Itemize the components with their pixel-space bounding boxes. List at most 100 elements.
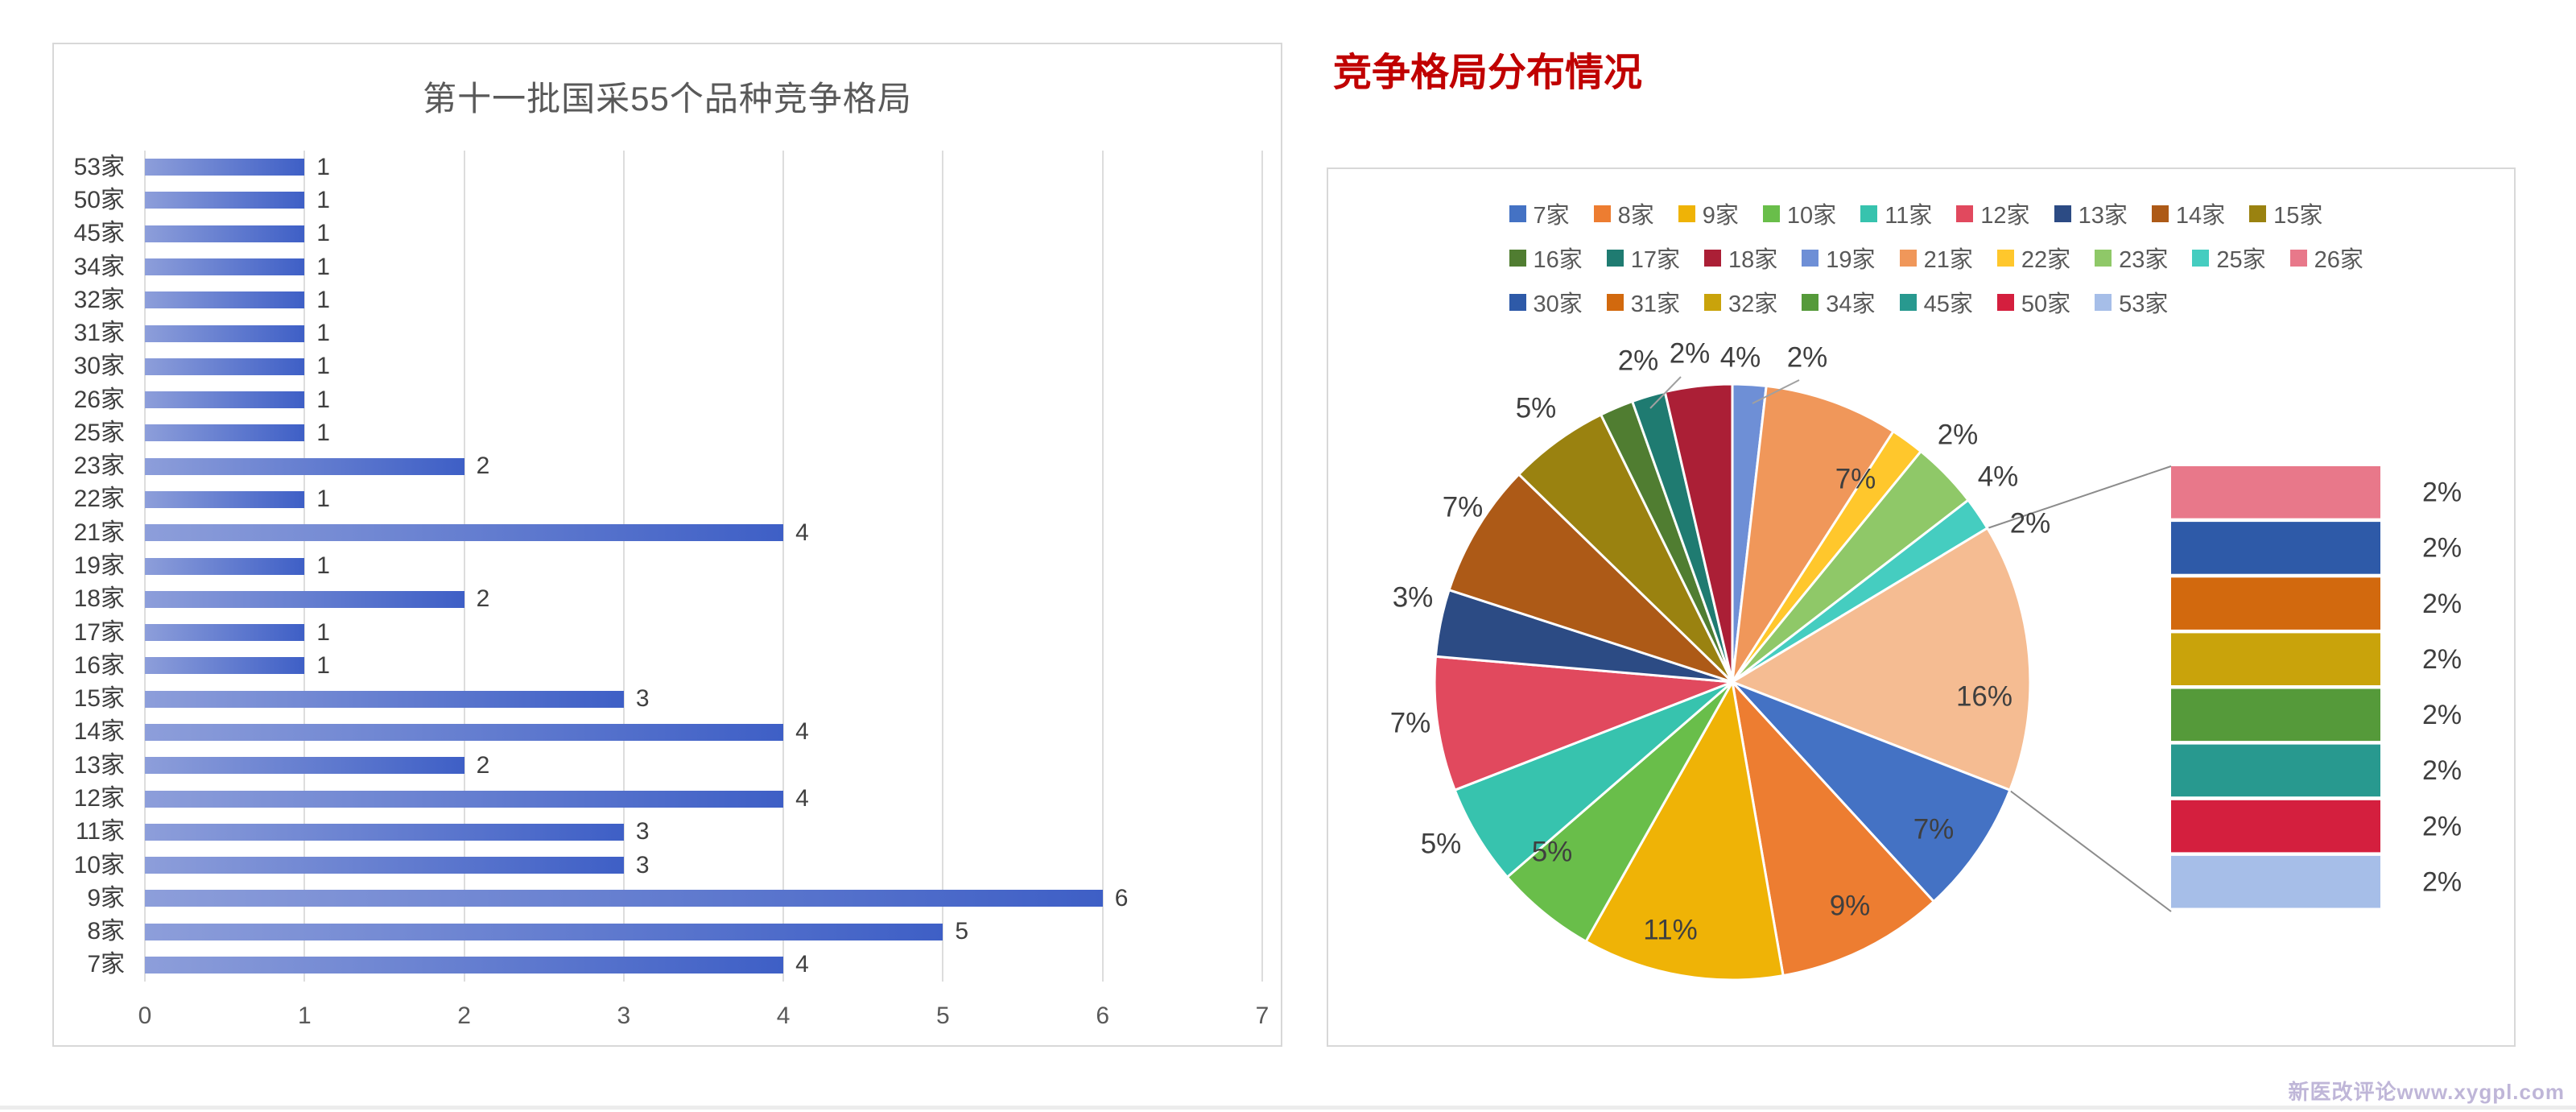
category-label: 16家 [73, 651, 125, 679]
value-label: 3 [635, 818, 650, 845]
legend-label: 9家 [1702, 203, 1739, 229]
legend-item: 21家 [1899, 241, 1973, 275]
legend-label: 15家 [2273, 203, 2323, 229]
bar [145, 857, 624, 874]
legend-row: 16家 17家 18家 19家 21家 22家 23家 25家 26家 [1509, 241, 2363, 275]
category-label: 14家 [73, 718, 125, 746]
gridline [1261, 151, 1263, 982]
category-label: 23家 [73, 453, 125, 480]
pie-slice-12家 [1433, 655, 1734, 792]
legend-label: 45家 [1923, 291, 1973, 317]
bar [145, 890, 1103, 907]
legend-label: 53家 [2119, 291, 2169, 317]
legend-item: 7家 [1509, 196, 1570, 230]
legend-item: 34家 [1802, 285, 1876, 319]
x-tick-label: 0 [138, 1002, 152, 1029]
pie-slice-label: 5% [1532, 837, 1573, 868]
callout-bar-label: 2% [2422, 533, 2462, 564]
legend-swatch [2151, 205, 2169, 222]
pie-slice-label: 3% [1393, 582, 1434, 614]
legend-swatch [1509, 205, 1526, 222]
bar [145, 490, 305, 508]
bar [145, 358, 305, 375]
pie-slice-label: 2% [1618, 345, 1659, 377]
bar [145, 524, 784, 542]
legend-swatch [1593, 205, 1611, 222]
bar [145, 823, 624, 841]
category-label: 26家 [73, 386, 125, 413]
legend-swatch [2054, 205, 2071, 222]
bar [145, 557, 305, 575]
value-label: 1 [316, 186, 330, 213]
legend-label: 26家 [2314, 247, 2363, 273]
legend-item: 12家 [1956, 196, 2030, 230]
legend-label: 32家 [1728, 291, 1778, 317]
pie-slice-18家 [1663, 382, 1734, 684]
legend-swatch [2095, 249, 2112, 267]
legend-swatch [1606, 293, 1624, 311]
category-label: 34家 [73, 253, 125, 280]
bar [145, 325, 305, 342]
category-label: 15家 [73, 685, 125, 713]
legend-item: 53家 [2095, 285, 2168, 319]
legend-item: 18家 [1704, 241, 1777, 275]
bar [145, 192, 305, 209]
gridline [303, 151, 306, 982]
legend-item: 22家 [1996, 241, 2071, 275]
bar [145, 757, 464, 775]
pie-slice-9家 [1584, 680, 1785, 982]
legend-item: 11家 [1860, 196, 1932, 230]
value-label: 1 [316, 320, 330, 346]
legend-label: 7家 [1533, 203, 1570, 229]
value-label: 4 [795, 785, 809, 812]
callout-bar-segment-31家 [2171, 577, 2380, 630]
legend-label: 22家 [2021, 247, 2071, 273]
legend-item: 15家 [2249, 196, 2322, 230]
legend-item: 13家 [2054, 196, 2128, 230]
legend-swatch [1704, 249, 1722, 267]
callout-bar-segment-53家 [2171, 855, 2380, 908]
legend-item: 8家 [1593, 196, 1654, 230]
category-label: 45家 [73, 220, 125, 247]
value-label: 4 [795, 718, 809, 746]
value-label: 4 [795, 519, 809, 546]
legend-label: 23家 [2119, 247, 2169, 273]
pie-slice-label: 5% [1421, 829, 1462, 860]
callout-bar-segment-26家 [2171, 466, 2380, 519]
callout-bar-segment-30家 [2171, 522, 2380, 574]
pie-slice-label: 2% [1787, 342, 1828, 374]
legend-label: 13家 [2078, 203, 2128, 229]
legend-label: 12家 [1980, 203, 2030, 229]
callout-connector-line [2009, 790, 2172, 912]
callout-bar-segment-45家 [2171, 744, 2380, 797]
bar [145, 790, 784, 808]
callout-connector-line [1987, 465, 2172, 529]
value-label: 5 [955, 918, 969, 945]
value-label: 1 [316, 486, 330, 513]
legend-item: 16家 [1509, 241, 1583, 275]
pie-slice-label: 9% [1830, 891, 1871, 922]
legend-swatch [1606, 249, 1624, 267]
bar-plot: 0 1 2 3 4 5 6 7 53家 1 50家 1 45家 1 34家 1 32家 1 31家 1 30家 1 26家 1… [54, 44, 1281, 1045]
gridline [942, 151, 944, 982]
legend-swatch [1762, 205, 1780, 222]
label-leader-line [1752, 379, 1800, 404]
category-label: 22家 [73, 486, 125, 513]
bar [145, 624, 305, 642]
callout-bar-label: 2% [2422, 477, 2462, 508]
legend-label: 14家 [2175, 203, 2226, 229]
value-label: 4 [795, 951, 809, 978]
x-tick-label: 6 [1096, 1002, 1110, 1029]
bar [145, 424, 305, 442]
legend-swatch [2095, 293, 2112, 311]
category-label: 12家 [73, 785, 125, 812]
legend-item: 31家 [1606, 285, 1680, 319]
pie-slice-label: 7% [1443, 492, 1484, 523]
gridline [782, 151, 785, 982]
x-tick-label: 7 [1255, 1002, 1269, 1029]
pie-slice-other [1731, 527, 2032, 792]
pie-slice-label: 7% [1390, 708, 1431, 739]
callout-bar-label: 2% [2422, 589, 2462, 619]
pie-slice-14家 [1447, 473, 1734, 684]
x-tick-label: 5 [936, 1002, 950, 1029]
